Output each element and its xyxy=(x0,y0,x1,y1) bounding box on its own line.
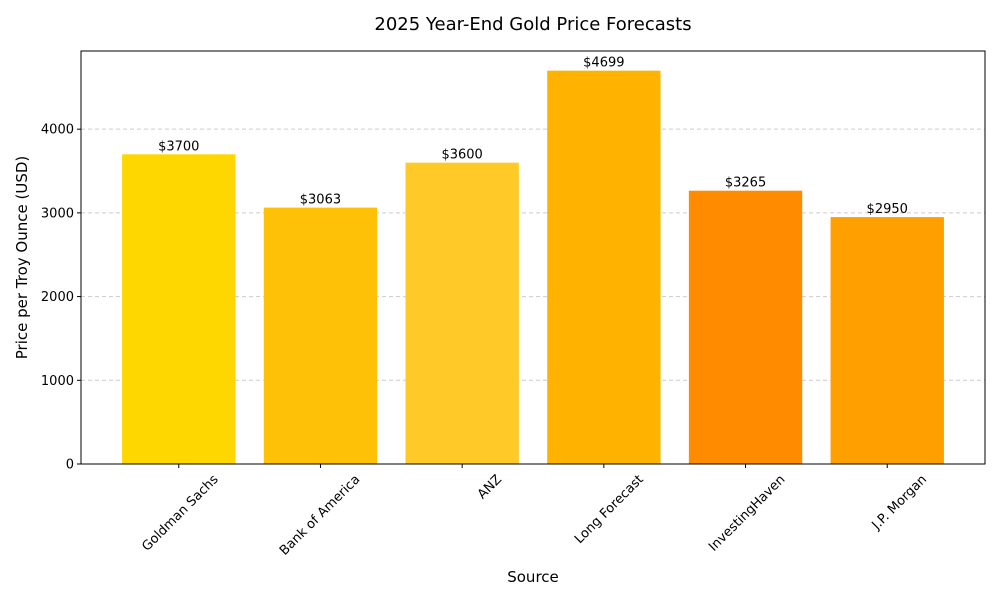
bar xyxy=(263,207,378,464)
x-tick-label: ANZ xyxy=(475,472,505,502)
y-axis: 0 1000 2000 3000 4000 xyxy=(41,123,81,473)
bar xyxy=(547,70,661,464)
bar xyxy=(688,190,803,464)
x-tick-label: InvestingHaven xyxy=(706,472,788,554)
y-tick-label: 3000 xyxy=(41,206,74,221)
y-axis-label: Price per Troy Ounce (USD) xyxy=(13,156,31,359)
y-tick-label: 0 xyxy=(66,458,74,473)
x-tick-label: Long Forecast xyxy=(572,472,647,547)
x-tick-label: J.P. Morgan xyxy=(869,472,930,533)
data-label: $3700 xyxy=(158,139,199,154)
data-label: $3063 xyxy=(300,193,341,208)
y-tick-label: 4000 xyxy=(41,123,74,138)
bar xyxy=(830,217,944,464)
data-label: $2950 xyxy=(867,202,908,217)
plot-frame xyxy=(80,50,986,465)
data-label: $3265 xyxy=(725,176,766,191)
y-tick-label: 1000 xyxy=(41,374,74,389)
x-tick-label: Goldman Sachs xyxy=(139,472,221,554)
x-axis-label: Source xyxy=(507,568,559,586)
x-axis: Goldman Sachs Bank of America ANZ Long Fore… xyxy=(139,464,930,559)
chart-title: 2025 Year-End Gold Price Forecasts xyxy=(374,14,691,35)
bars xyxy=(122,70,944,464)
data-label: $3600 xyxy=(441,148,482,163)
bar xyxy=(405,162,519,464)
bar xyxy=(122,154,236,464)
x-tick-label: Bank of America xyxy=(277,472,363,558)
data-label: $4699 xyxy=(583,56,624,71)
data-labels: $3700 $3063 $3600 $4699 $3265 $2950 xyxy=(158,56,908,217)
y-tick-label: 2000 xyxy=(41,290,74,305)
